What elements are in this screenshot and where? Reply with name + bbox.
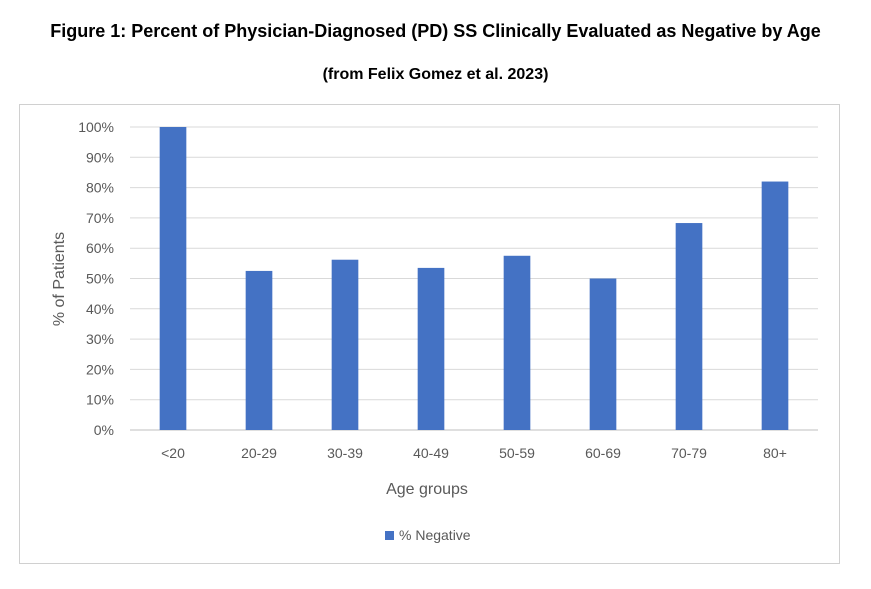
- y-tick-label: 50%: [86, 271, 114, 287]
- x-tick-label: 50-59: [499, 445, 535, 461]
- x-tick-label: 30-39: [327, 445, 363, 461]
- y-tick-label: 90%: [86, 149, 114, 165]
- legend-swatch: [385, 531, 394, 540]
- y-tick-label: 70%: [86, 210, 114, 226]
- chart-subtitle: (from Felix Gomez et al. 2023): [322, 66, 549, 83]
- x-axis-label: Age groups: [386, 481, 468, 498]
- x-tick-label: 20-29: [241, 445, 277, 461]
- y-tick-label: 0%: [94, 422, 114, 438]
- y-tick-label: 80%: [86, 180, 114, 196]
- gridlines: [130, 126, 818, 431]
- bar-40-49: [417, 267, 445, 430]
- bar-20-29: [245, 270, 273, 430]
- chart-title: Figure 1: Percent of Physician-Diagnosed…: [50, 21, 821, 41]
- y-axis-label: % of Patients: [51, 232, 68, 326]
- bar-50-59: [503, 255, 531, 430]
- bar-80+: [761, 181, 789, 430]
- y-tick-labels: 0% 10% 20% 30% 40% 50% 60% 70% 80% 90% 100%: [78, 119, 114, 438]
- x-tick-label: 80+: [763, 445, 787, 461]
- bar-30-39: [331, 259, 359, 430]
- bar-70-79: [675, 223, 703, 430]
- y-tick-label: 40%: [86, 301, 114, 317]
- legend-label: % Negative: [399, 527, 471, 543]
- bars: [159, 127, 789, 430]
- x-tick-label: 40-49: [413, 445, 449, 461]
- x-tick-label: 60-69: [585, 445, 621, 461]
- y-tick-label: 60%: [86, 240, 114, 256]
- x-tick-labels: <20 20-29 30-39 40-49 50-59 60-69 70-79 80+: [161, 445, 787, 461]
- chart-frame: [19, 104, 840, 564]
- y-tick-label: 30%: [86, 331, 114, 347]
- bar-<20: [159, 127, 187, 430]
- y-tick-label: 20%: [86, 361, 114, 377]
- bar-60-69: [589, 278, 617, 430]
- y-tick-label: 100%: [78, 119, 114, 135]
- x-tick-label: 70-79: [671, 445, 707, 461]
- y-tick-label: 10%: [86, 392, 114, 408]
- x-tick-label: <20: [161, 445, 185, 461]
- legend: % Negative: [385, 527, 471, 543]
